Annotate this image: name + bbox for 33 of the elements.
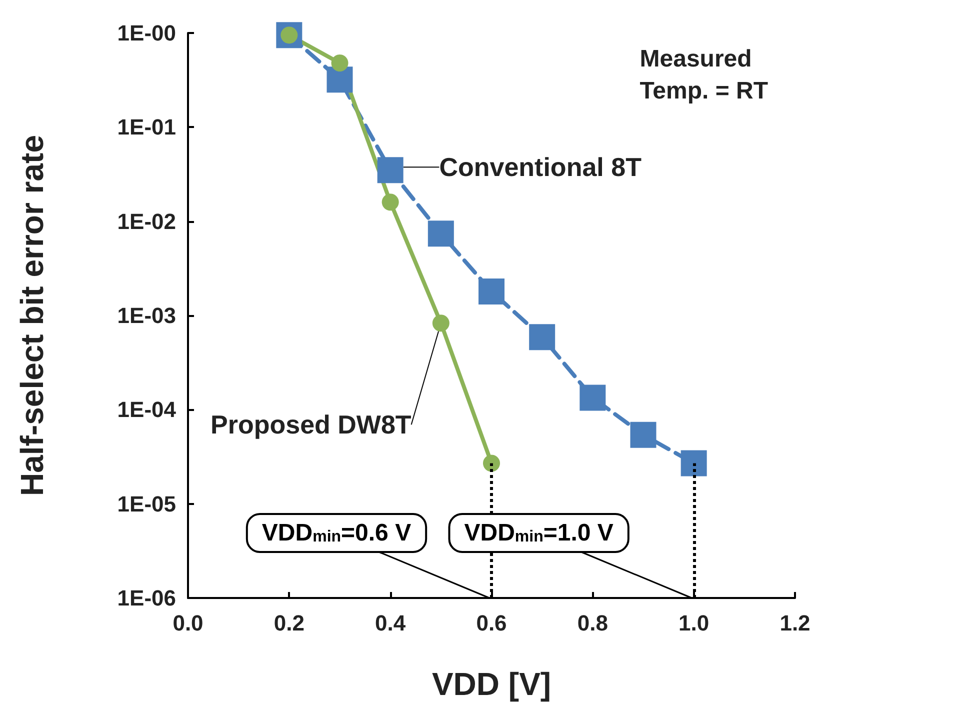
y-tick-label: 1E-00 [117, 20, 176, 46]
y-tick-label: 1E-01 [117, 114, 176, 140]
y-tick-label: 1E-02 [117, 208, 176, 234]
point [529, 324, 556, 350]
y-tick-label: 1E-05 [117, 491, 176, 516]
annotation: VDDmin=0.6 V [262, 520, 412, 546]
series-label: Conventional 8T [439, 152, 642, 182]
x-tick-label: 0.0 [172, 610, 204, 636]
y-tick-label: 1E-04 [117, 397, 177, 422]
x-tick-label: 0.8 [577, 610, 608, 636]
x-tick-label: 1.2 [780, 610, 810, 636]
point [377, 157, 404, 184]
x-tick-label: 0.2 [274, 610, 304, 636]
x-tick-label: 0.6 [476, 610, 507, 636]
point [580, 384, 606, 411]
y-axis-title: Half-select bit error rate [14, 134, 50, 496]
y-tick-label: 1E-06 [117, 586, 176, 610]
point [382, 194, 399, 211]
x-axis-title: VDD [V] [432, 666, 552, 702]
point [478, 278, 504, 304]
point [680, 450, 707, 476]
point [483, 454, 500, 472]
text: Proposed DW8T [210, 410, 412, 440]
point [630, 422, 656, 448]
point [326, 66, 353, 93]
point [428, 220, 454, 247]
annotation: Measured Temp. = RT [640, 46, 768, 104]
x-tick-label: 1.0 [678, 610, 710, 636]
annotation: VDDmin=1.0 V [464, 520, 614, 546]
point [432, 314, 450, 332]
point [331, 54, 348, 72]
y-tick-label: 1E-03 [117, 303, 176, 328]
x-tick-label: 0.4 [375, 610, 406, 636]
